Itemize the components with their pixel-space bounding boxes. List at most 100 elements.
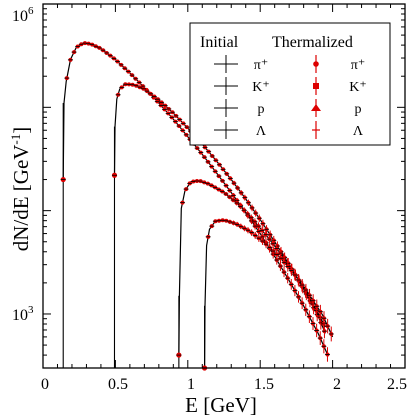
thermalized-point bbox=[155, 97, 161, 102]
thermalized-point bbox=[234, 221, 240, 227]
thermalized-point bbox=[176, 352, 182, 358]
thermalized-point bbox=[223, 192, 229, 197]
legend-thermal-marker-0 bbox=[313, 55, 319, 73]
thermalized-point bbox=[252, 231, 258, 239]
legend-initial-label-1: K⁺ bbox=[252, 80, 270, 95]
thermalized-point bbox=[248, 214, 254, 222]
thermalized-point bbox=[325, 318, 331, 334]
thermalized-point bbox=[307, 288, 313, 302]
thermalized-point bbox=[317, 304, 323, 319]
thermalized-point bbox=[201, 155, 207, 160]
thermalized-point bbox=[278, 253, 284, 264]
thermalized-point bbox=[314, 299, 320, 313]
thermalized-point bbox=[227, 188, 233, 193]
thermalized-point bbox=[129, 73, 135, 78]
legend-initial-marker-0 bbox=[214, 55, 238, 73]
x-tick-label-3: 1.5 bbox=[254, 376, 274, 393]
thermalized-point bbox=[71, 50, 77, 55]
thermalized-point bbox=[190, 179, 196, 184]
thermalized-point bbox=[208, 183, 214, 188]
thermalized-point bbox=[184, 125, 190, 130]
thermalized-point bbox=[256, 214, 262, 222]
thermalized-point bbox=[321, 339, 327, 354]
thermalized-point bbox=[115, 92, 121, 97]
legend-initial-marker-1 bbox=[214, 77, 238, 95]
thermalized-point bbox=[263, 230, 269, 239]
thermalized-point bbox=[281, 257, 287, 268]
legend-initial-label-2: p bbox=[258, 102, 265, 117]
thermalized-point bbox=[212, 219, 218, 224]
thermalized-point bbox=[212, 169, 218, 174]
thermalized-point bbox=[216, 218, 222, 223]
thermalized-point bbox=[241, 207, 247, 214]
thermalized-point bbox=[209, 164, 215, 169]
thermalized-point bbox=[140, 86, 146, 91]
thermalized-point bbox=[209, 224, 215, 229]
thermalized-point bbox=[209, 153, 215, 158]
legend-initial-marker-3 bbox=[214, 121, 238, 139]
thermalized-point bbox=[169, 115, 175, 120]
thermalized-point bbox=[314, 323, 320, 338]
legend-thermal-label-3: Λ bbox=[353, 124, 364, 139]
thermalized-point bbox=[249, 229, 255, 236]
thermalized-point bbox=[317, 331, 323, 345]
thermalized-point bbox=[288, 278, 294, 290]
thermalized-point bbox=[216, 162, 222, 167]
legend-thermal-label-2: p bbox=[355, 102, 362, 117]
thermalized-point bbox=[205, 181, 211, 186]
y-tick-label-bottom: 103 bbox=[12, 304, 34, 324]
thermalized-point bbox=[216, 187, 222, 192]
legend-initial-label-0: π⁺ bbox=[254, 58, 268, 73]
thermalized-point bbox=[321, 324, 327, 339]
thermalized-point bbox=[183, 187, 189, 192]
thermalized-point bbox=[212, 185, 218, 190]
thermalized-point bbox=[64, 76, 70, 81]
plot-frame bbox=[42, 3, 406, 369]
legend-initial-marker-2 bbox=[214, 99, 238, 117]
thermalized-point bbox=[285, 272, 291, 284]
thermalized-point bbox=[75, 44, 81, 49]
x-tick-label-0: 0 bbox=[41, 376, 49, 393]
thermalized-point bbox=[263, 240, 269, 249]
thermalized-point bbox=[296, 274, 302, 286]
thermalized-point bbox=[267, 243, 273, 252]
thermalized-point bbox=[259, 237, 265, 245]
thermalized-point bbox=[231, 220, 237, 226]
thermalized-point bbox=[158, 103, 164, 108]
thermalized-point bbox=[133, 83, 139, 88]
thermalized-point bbox=[213, 158, 219, 163]
thermalized-point bbox=[238, 223, 244, 230]
legend-thermal-marker-1 bbox=[313, 77, 319, 95]
legend-markers bbox=[214, 55, 321, 139]
thermalized-point bbox=[187, 181, 193, 186]
legend-square bbox=[313, 83, 319, 89]
thermalized-point bbox=[205, 234, 211, 239]
thermalized-point bbox=[230, 193, 236, 198]
series-3 bbox=[201, 218, 334, 371]
thermalized-point bbox=[303, 283, 309, 297]
thermalized-point bbox=[118, 62, 124, 67]
thermalized-point bbox=[256, 234, 262, 242]
thermalized-point bbox=[89, 42, 95, 47]
thermalized-point bbox=[227, 194, 233, 200]
thermalized-point bbox=[292, 285, 298, 297]
thermalized-point bbox=[220, 167, 226, 172]
thermalized-point bbox=[256, 222, 262, 230]
thermalized-point bbox=[321, 311, 327, 326]
thermalized-point bbox=[162, 103, 168, 108]
thermalized-point bbox=[201, 180, 207, 185]
thermalized-point bbox=[176, 124, 182, 129]
thermalized-point bbox=[100, 48, 106, 53]
thermalized-point bbox=[125, 69, 131, 74]
thermalized-point bbox=[107, 53, 113, 58]
thermalized-point bbox=[162, 107, 168, 112]
thermalized-point bbox=[264, 225, 270, 234]
thermalized-point bbox=[223, 183, 229, 188]
legend: Initial Thermalized π⁺ K⁺ p Λ π⁺ K⁺ p Λ bbox=[189, 22, 391, 146]
thermalized-point bbox=[169, 110, 175, 115]
thermalized-point bbox=[111, 172, 118, 178]
thermalized-point bbox=[136, 80, 142, 85]
thermalized-point bbox=[303, 303, 309, 316]
x-tick-label-5: 2.5 bbox=[387, 376, 407, 393]
thermalized-point bbox=[306, 310, 312, 323]
